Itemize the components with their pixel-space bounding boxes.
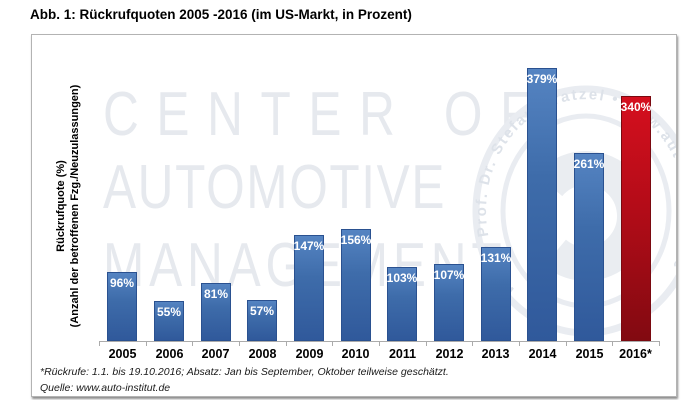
x-axis-tick [239, 341, 240, 346]
bar-2010: 156% [341, 229, 371, 341]
bar-value-label-2006: 55% [156, 305, 182, 319]
bar-value-label-2007: 81% [203, 287, 229, 301]
x-axis-tick [99, 341, 100, 346]
x-axis-tick [286, 341, 287, 346]
bar-2012: 107% [434, 264, 464, 341]
bar-2014: 379% [527, 68, 557, 341]
x-axis-tick [332, 341, 333, 346]
x-axis-category-label-2014: 2014 [528, 347, 557, 361]
bar-value-label-2011: 103% [386, 271, 418, 285]
bar-2006: 55% [154, 301, 184, 341]
bar-2011: 103% [387, 267, 417, 341]
y-axis-title-line1: Rückrufquote (%) [55, 160, 67, 252]
bar-value-label-2015: 261% [573, 157, 605, 171]
bar-2007: 81% [201, 283, 231, 341]
chart-frame: CENTER OF AUTOMOTIVE MANAGEMENT www • Pr… [31, 34, 677, 397]
x-axis-category-label-2013: 2013 [481, 347, 510, 361]
x-axis-tick [659, 341, 660, 346]
bar-value-label-2005: 96% [109, 276, 135, 290]
bar-value-label-2014: 379% [526, 72, 558, 86]
x-axis-category-label-2011: 2011 [388, 347, 417, 361]
x-axis-tick [192, 341, 193, 346]
bar-2009: 147% [294, 235, 324, 341]
footnote-recall-period: *Rückrufe: 1.1. bis 19.10.2016; Absatz: … [40, 366, 449, 378]
bar-2005: 96% [107, 272, 137, 341]
bar-value-label-2012: 107% [433, 268, 465, 282]
footnote-source: Quelle: www.auto-institut.de [40, 382, 171, 394]
y-axis-title: Rückrufquote (%) (Anzahl der betroffenen… [54, 56, 84, 356]
bar-2016*: 340% [621, 96, 651, 341]
bar-value-label-2010: 156% [340, 233, 372, 247]
x-axis-category-label-2012: 2012 [435, 347, 464, 361]
x-axis-category-label-2016*: 2016* [619, 347, 652, 361]
x-axis-tick [519, 341, 520, 346]
x-axis-category-label-2009: 2009 [295, 347, 324, 361]
watermark-line-center-of: CENTER OF [103, 80, 548, 149]
x-axis-tick [566, 341, 567, 346]
x-axis-tick [612, 341, 613, 346]
y-axis-title-line2: (Anzahl der betroffenen Fzg./Neuzulassun… [69, 84, 81, 328]
x-axis-category-label-2006: 2006 [155, 347, 184, 361]
bar-2013: 131% [481, 247, 511, 341]
bar-2015: 261% [574, 153, 604, 341]
bar-value-label-2009: 147% [293, 239, 325, 253]
watermark-line-automotive: AUTOMOTIVE [103, 153, 447, 222]
x-axis-category-label-2005: 2005 [108, 347, 137, 361]
bar-value-label-2013: 131% [480, 251, 512, 265]
x-axis-category-label-2015: 2015 [575, 347, 604, 361]
x-axis-tick [426, 341, 427, 346]
figure-title: Abb. 1: Rückrufquoten 2005 -2016 (im US-… [30, 7, 412, 22]
x-axis-tick [472, 341, 473, 346]
x-axis-category-label-2008: 2008 [248, 347, 277, 361]
plot-area: 96% 2005 55% 2006 81% 2007 57% 2008 147% 2009 156%… [99, 35, 660, 361]
bar-2008: 57% [247, 300, 277, 341]
x-axis-category-label-2010: 2010 [341, 347, 370, 361]
x-axis-category-label-2007: 2007 [201, 347, 230, 361]
x-axis-tick [379, 341, 380, 346]
bar-value-label-2008: 57% [249, 304, 275, 318]
x-axis-tick [146, 341, 147, 346]
bar-value-label-2016*: 340% [620, 100, 652, 114]
